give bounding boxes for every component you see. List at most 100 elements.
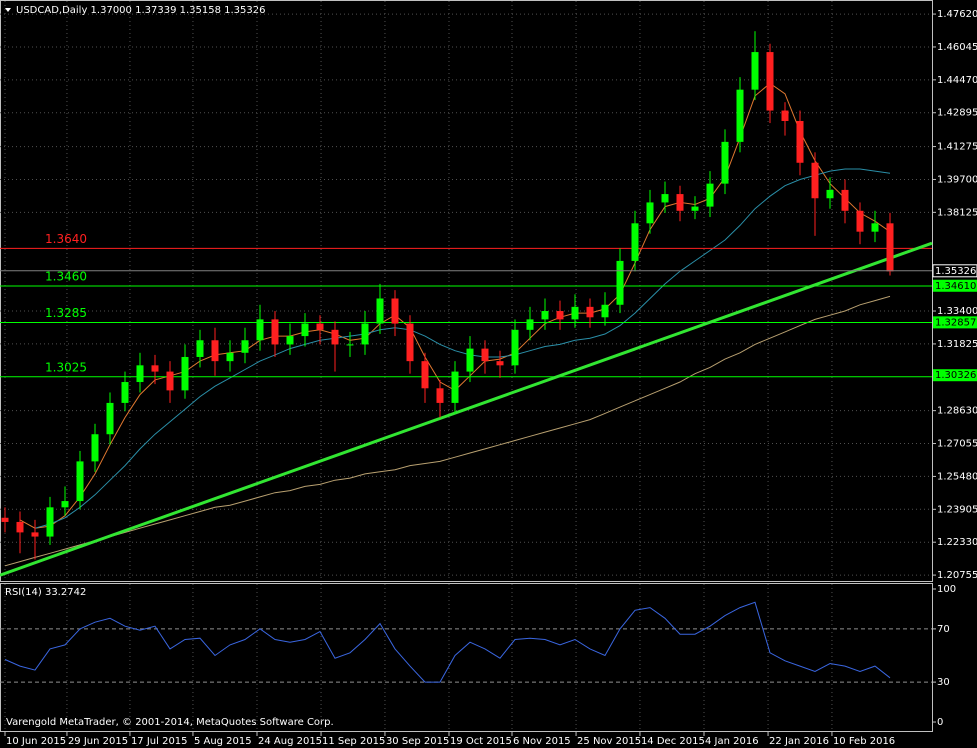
rsi-panel-frame	[0, 583, 933, 732]
price-tag	[932, 264, 977, 278]
level-tag-label: 1.32857	[935, 317, 976, 328]
candle-body	[1, 517, 9, 522]
candle-body	[766, 52, 774, 111]
level-label: 1.3285	[45, 306, 87, 320]
y-tick-label: 1.33400	[937, 306, 977, 317]
candle-body	[511, 329, 519, 366]
candle-body	[121, 382, 129, 403]
y-tick-label: 1.39700	[937, 174, 977, 185]
y-tick-label: 1.22330	[937, 537, 977, 548]
candle-body	[481, 348, 489, 362]
y-tick-label: 1.27055	[937, 439, 977, 450]
x-tick-label: 11 Sep 2015	[322, 736, 385, 747]
x-tick-label: 29 Jun 2015	[68, 736, 128, 747]
trendline	[0, 241, 933, 577]
candle-body	[571, 306, 579, 320]
x-tick-label: 6 Nov 2015	[513, 736, 571, 747]
candle-body	[466, 348, 474, 372]
rsi-line	[4, 601, 891, 683]
x-tick-label: 30 Sep 2015	[386, 736, 449, 747]
candle-body	[31, 532, 39, 537]
candle-body	[361, 323, 369, 345]
x-tick-label: 24 Aug 2015	[258, 736, 322, 747]
y-tick-label: 1.38125	[937, 207, 977, 218]
candle-body	[691, 206, 699, 211]
candle-body	[781, 110, 789, 121]
candle-body	[841, 189, 849, 211]
candle-body	[46, 507, 54, 537]
level-label: 1.3640	[45, 232, 87, 246]
candle-body	[301, 323, 309, 337]
level-tag-label: 1.30326	[935, 370, 976, 381]
candle-body	[241, 340, 249, 353]
menu-arrow	[5, 8, 11, 12]
candle-body	[706, 183, 714, 207]
x-tick-label: 5 Aug 2015	[194, 736, 252, 747]
y-tick-label: 1.20755	[937, 570, 977, 581]
level-tag-label: 1.34610	[935, 281, 976, 292]
x-tick-label: 4 Jan 2016	[705, 736, 759, 747]
candle-body	[676, 194, 684, 211]
y-tick-label: 1.46045	[937, 42, 977, 53]
y-tick-label: 1.28630	[937, 406, 977, 417]
x-tick-label: 17 Jul 2015	[131, 736, 188, 747]
candle-body	[181, 356, 189, 391]
level-label: 1.3460	[45, 269, 87, 283]
candle-body	[286, 336, 294, 345]
candle-body	[436, 388, 444, 403]
candle-body	[106, 402, 114, 435]
price-panel-frame	[0, 0, 933, 582]
candle-body	[346, 344, 354, 346]
y-tick-label: 100	[937, 584, 956, 595]
candle-body	[421, 361, 429, 389]
candle-body	[496, 361, 504, 366]
candle-body	[796, 120, 804, 163]
candle-body	[226, 352, 234, 362]
candle-body	[151, 365, 159, 372]
candle-body	[826, 189, 834, 199]
candle-body	[61, 501, 69, 508]
x-tick-label: 10 Feb 2016	[833, 736, 895, 747]
candle-body	[136, 365, 144, 383]
x-tick-label: 14 Dec 2015	[641, 736, 705, 747]
candle-body	[871, 223, 879, 232]
candle-body	[391, 298, 399, 324]
candle-body	[856, 210, 864, 232]
level-tag	[933, 279, 977, 292]
candle-body	[211, 340, 219, 362]
y-tick-label: 1.44470	[937, 75, 977, 86]
x-tick-label: 19 Oct 2015	[450, 736, 512, 747]
level-tag	[933, 369, 977, 382]
candle-body	[541, 311, 549, 320]
candle-body	[256, 319, 264, 341]
y-tick-label: 0	[937, 717, 943, 728]
y-tick-label: 1.31825	[937, 339, 977, 350]
rsi-title: RSI(14) 33.2742	[5, 587, 86, 598]
candle-body	[751, 52, 759, 90]
candle-body	[316, 323, 324, 330]
candle-body	[91, 434, 99, 462]
candle-body	[406, 323, 414, 362]
x-tick-label: 22 Jan 2016	[769, 736, 829, 747]
candle-body	[76, 461, 84, 502]
candle-body	[811, 162, 819, 199]
candle-body	[16, 521, 24, 533]
candle-body	[451, 371, 459, 403]
level-tag	[933, 316, 977, 329]
candle-body	[271, 319, 279, 345]
y-tick-label: 1.41275	[937, 142, 977, 153]
candle-body	[556, 311, 564, 320]
candle-body	[601, 304, 609, 318]
y-tick-label: 70	[937, 624, 950, 635]
y-tick-label: 1.23905	[937, 504, 977, 515]
y-tick-label: 1.42895	[937, 108, 977, 119]
candle-body	[331, 329, 339, 345]
x-tick-label: 10 Jun 2015	[6, 736, 66, 747]
x-tick-label: 25 Nov 2015	[577, 736, 641, 747]
y-tick-label: 1.25480	[937, 471, 977, 482]
moving-average	[4, 295, 891, 567]
candle-body	[646, 202, 654, 224]
candle-body	[616, 260, 624, 305]
